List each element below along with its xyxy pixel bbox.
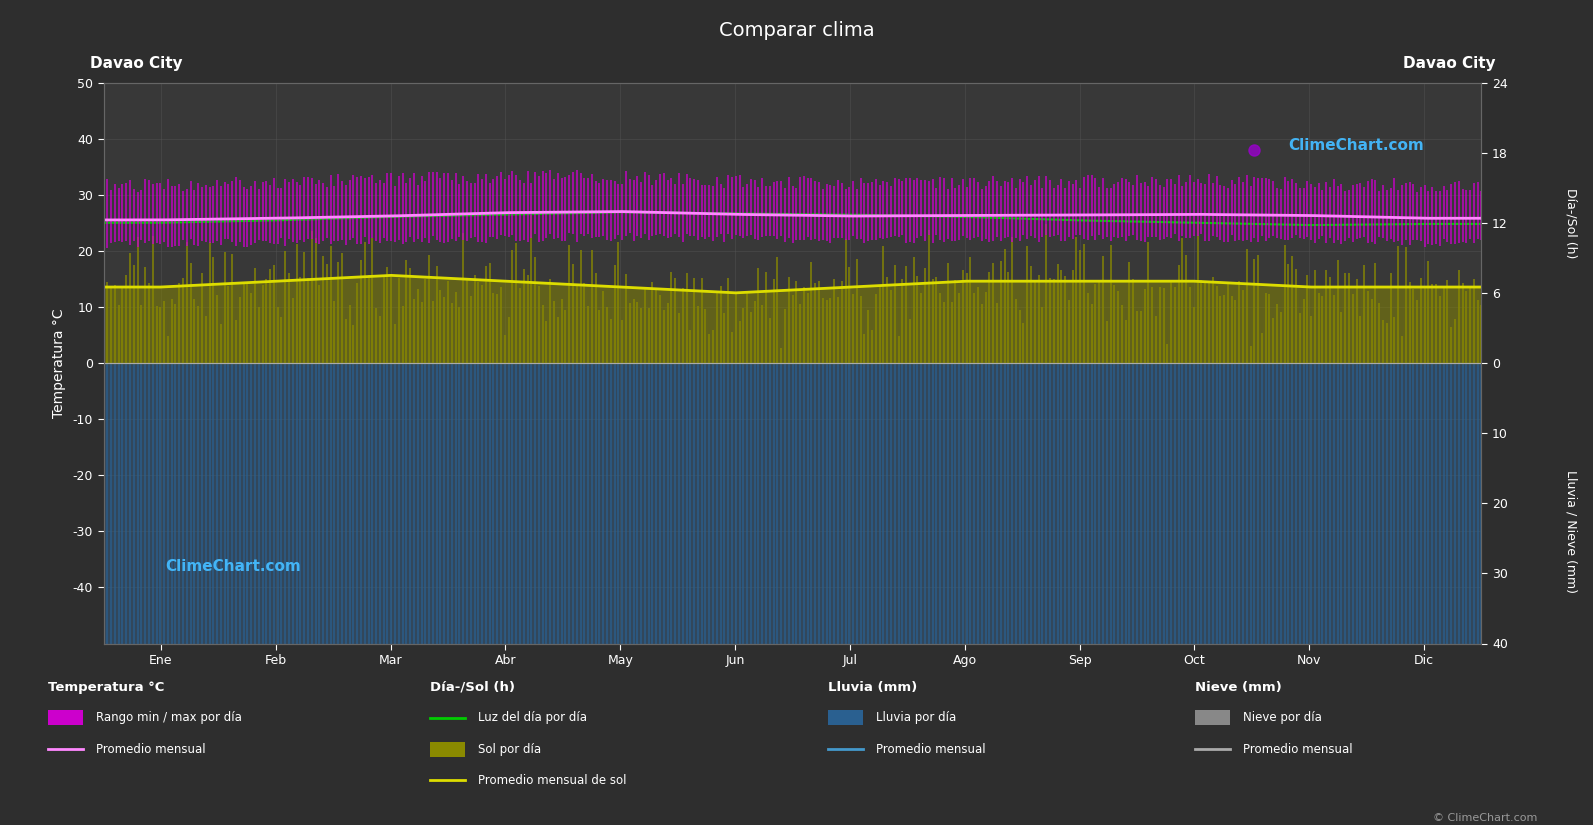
Text: Rango min / max por día: Rango min / max por día xyxy=(96,711,242,724)
Y-axis label: Temperatura °C: Temperatura °C xyxy=(53,309,65,417)
Text: Lluvia por día: Lluvia por día xyxy=(876,711,956,724)
Text: Promedio mensual: Promedio mensual xyxy=(876,742,986,756)
Text: Día-/Sol (h): Día-/Sol (h) xyxy=(1564,187,1577,258)
Text: Nieve (mm): Nieve (mm) xyxy=(1195,681,1281,694)
Text: ClimeChart.com: ClimeChart.com xyxy=(166,559,301,573)
Text: Davao City: Davao City xyxy=(89,56,182,71)
Text: Comparar clima: Comparar clima xyxy=(718,21,875,40)
Text: © ClimeChart.com: © ClimeChart.com xyxy=(1432,813,1537,823)
Text: Día-/Sol (h): Día-/Sol (h) xyxy=(430,681,515,694)
Text: ClimeChart.com: ClimeChart.com xyxy=(1289,138,1424,153)
Text: Promedio mensual de sol: Promedio mensual de sol xyxy=(478,774,626,787)
Text: Promedio mensual: Promedio mensual xyxy=(1243,742,1352,756)
Text: Lluvia / Nieve (mm): Lluvia / Nieve (mm) xyxy=(1564,469,1577,593)
Text: Temperatura °C: Temperatura °C xyxy=(48,681,164,694)
Text: Davao City: Davao City xyxy=(1403,56,1496,71)
Text: Lluvia (mm): Lluvia (mm) xyxy=(828,681,918,694)
Text: Nieve por día: Nieve por día xyxy=(1243,711,1322,724)
Text: Luz del día por día: Luz del día por día xyxy=(478,711,586,724)
Text: Sol por día: Sol por día xyxy=(478,742,542,756)
Text: Promedio mensual: Promedio mensual xyxy=(96,742,205,756)
